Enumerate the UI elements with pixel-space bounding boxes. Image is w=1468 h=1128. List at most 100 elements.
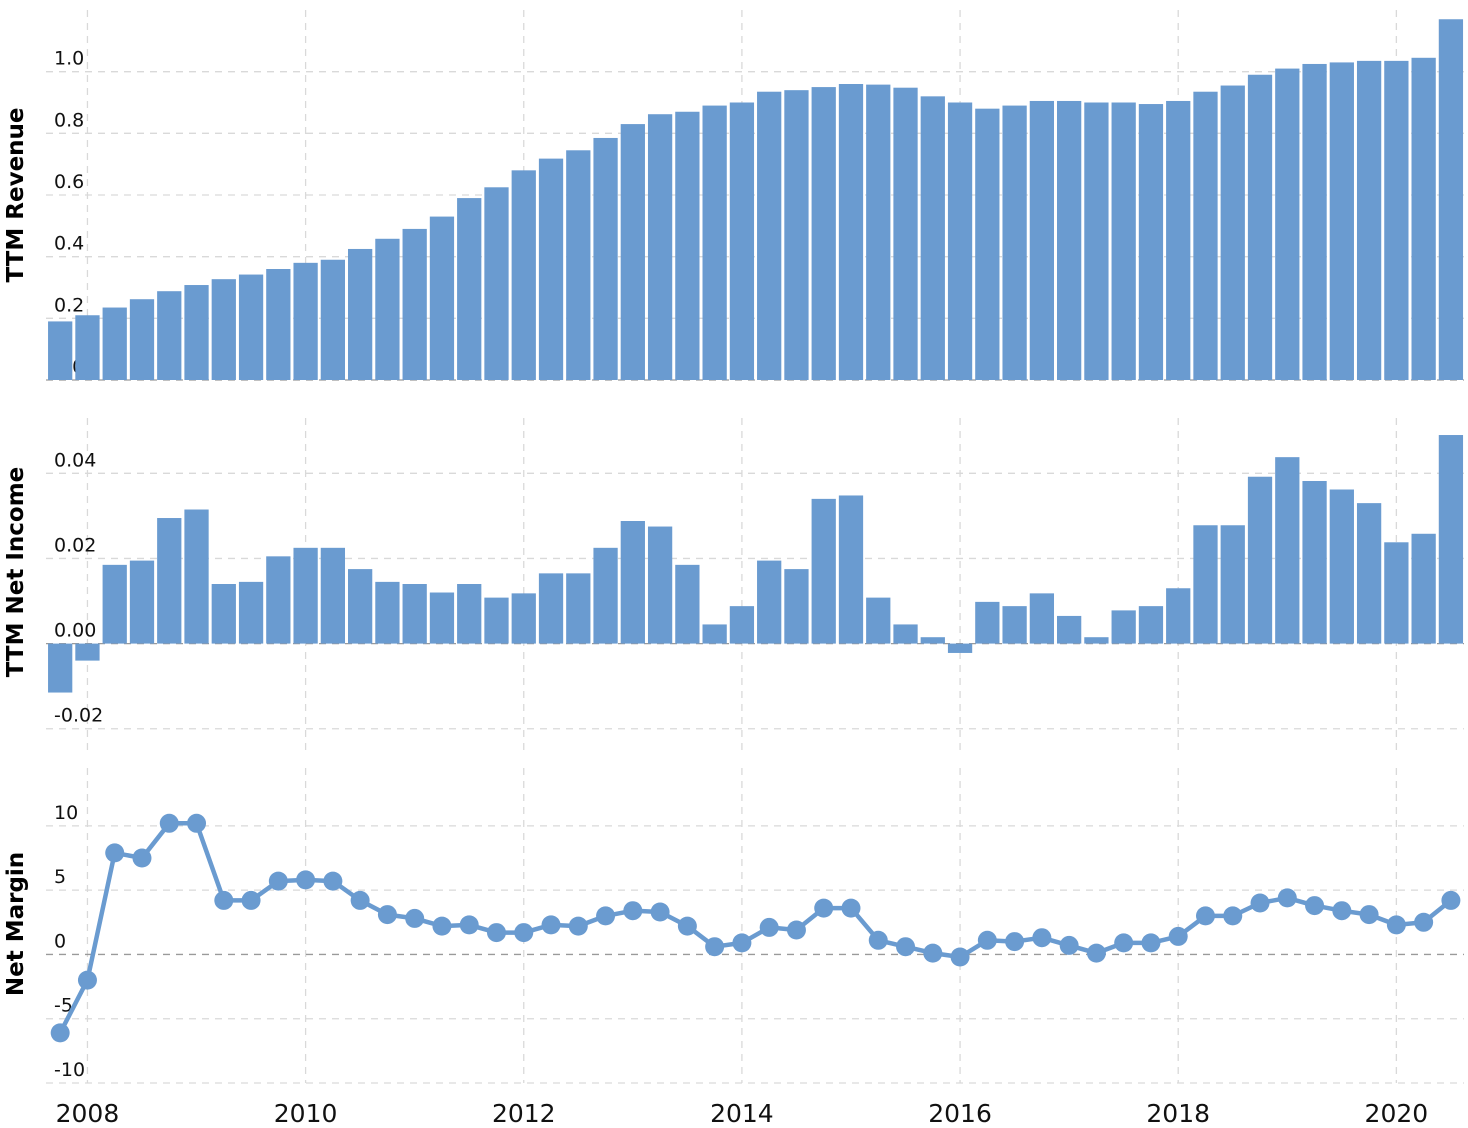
bar <box>838 84 864 380</box>
data-point <box>50 1023 70 1043</box>
bar <box>920 96 945 380</box>
bar <box>211 584 236 644</box>
data-point <box>923 943 943 963</box>
data-point <box>950 947 970 967</box>
y-tick-label: 0.04 <box>54 449 96 471</box>
bar <box>1193 525 1218 644</box>
y-tick-label: 0.8 <box>54 109 84 131</box>
bar <box>48 321 73 380</box>
data-point <box>187 813 207 833</box>
bar <box>647 114 673 380</box>
series-line <box>58 821 1453 1034</box>
data-point <box>405 908 425 928</box>
data-point <box>677 916 697 936</box>
bar <box>975 108 1000 381</box>
bar <box>1002 606 1027 644</box>
bar <box>102 564 127 644</box>
x-tick-label: 2010 <box>274 1099 338 1128</box>
data-point <box>377 905 397 925</box>
y-tick-label: 10 <box>54 802 78 824</box>
data-point <box>1195 906 1215 926</box>
bar <box>484 187 509 380</box>
data-point <box>268 871 288 891</box>
data-point <box>1332 901 1352 921</box>
bar <box>75 315 100 380</box>
bar <box>702 624 727 644</box>
data-point <box>459 915 479 935</box>
bar <box>1411 57 1436 381</box>
y-tick-label: 0.4 <box>54 233 84 255</box>
data-point <box>1414 912 1434 932</box>
data-point <box>105 843 125 863</box>
data-point <box>1305 896 1325 916</box>
bar <box>402 584 427 644</box>
data-point <box>159 813 179 833</box>
bar <box>157 518 182 644</box>
bar <box>511 593 536 644</box>
bar <box>920 637 945 644</box>
data-point <box>296 870 316 890</box>
bar <box>1029 100 1055 380</box>
bar <box>947 643 973 653</box>
bar <box>1084 637 1109 644</box>
bar <box>1111 610 1136 644</box>
y-tick-label: 0.00 <box>54 620 96 642</box>
bar <box>784 569 809 644</box>
bar <box>893 624 918 644</box>
data-point <box>814 898 834 918</box>
bar <box>647 526 673 644</box>
data-point <box>1141 933 1161 953</box>
bar <box>375 581 400 644</box>
data-point <box>132 848 152 868</box>
bar <box>1166 588 1191 644</box>
bar <box>375 238 400 380</box>
data-point <box>1223 906 1243 926</box>
bar <box>1084 102 1109 380</box>
bar <box>1057 615 1082 644</box>
bar <box>1302 63 1327 380</box>
bar <box>238 274 264 380</box>
bar <box>1329 62 1354 381</box>
data-point <box>623 901 643 921</box>
bar <box>1438 19 1464 380</box>
data-point <box>541 915 561 935</box>
bar <box>348 569 373 644</box>
data-point <box>1114 933 1134 953</box>
data-point <box>241 890 261 910</box>
data-point <box>786 920 806 940</box>
bar <box>729 606 755 644</box>
bar <box>1029 593 1055 644</box>
data-point <box>1168 926 1188 946</box>
x-tick-label: 2008 <box>56 1099 120 1128</box>
bar <box>266 556 291 644</box>
bar <box>593 547 618 644</box>
data-point <box>1250 893 1270 913</box>
data-point <box>1359 905 1379 925</box>
bar <box>511 170 536 380</box>
bar <box>566 150 591 380</box>
y-axis-title: TTM Revenue <box>3 107 29 282</box>
data-point <box>350 890 370 910</box>
bar <box>1138 606 1164 644</box>
bar <box>620 124 645 380</box>
bar <box>157 291 182 380</box>
bar <box>1057 100 1082 380</box>
bar <box>675 111 700 380</box>
bar <box>1138 104 1164 381</box>
data-point <box>1386 915 1406 935</box>
y-tick-label: -5 <box>54 995 73 1017</box>
bar <box>211 279 236 380</box>
y-tick-label: -10 <box>54 1059 85 1081</box>
x-tick-label: 2012 <box>492 1099 556 1128</box>
data-point <box>896 937 916 957</box>
data-point <box>514 923 534 943</box>
y-tick-label: 0.2 <box>54 294 84 316</box>
bar <box>893 87 918 380</box>
bar <box>293 262 318 380</box>
bar <box>184 285 209 380</box>
bar <box>1356 503 1382 644</box>
bar <box>811 87 836 380</box>
data-point <box>868 930 888 950</box>
x-tick-label: 2020 <box>1365 1099 1429 1128</box>
